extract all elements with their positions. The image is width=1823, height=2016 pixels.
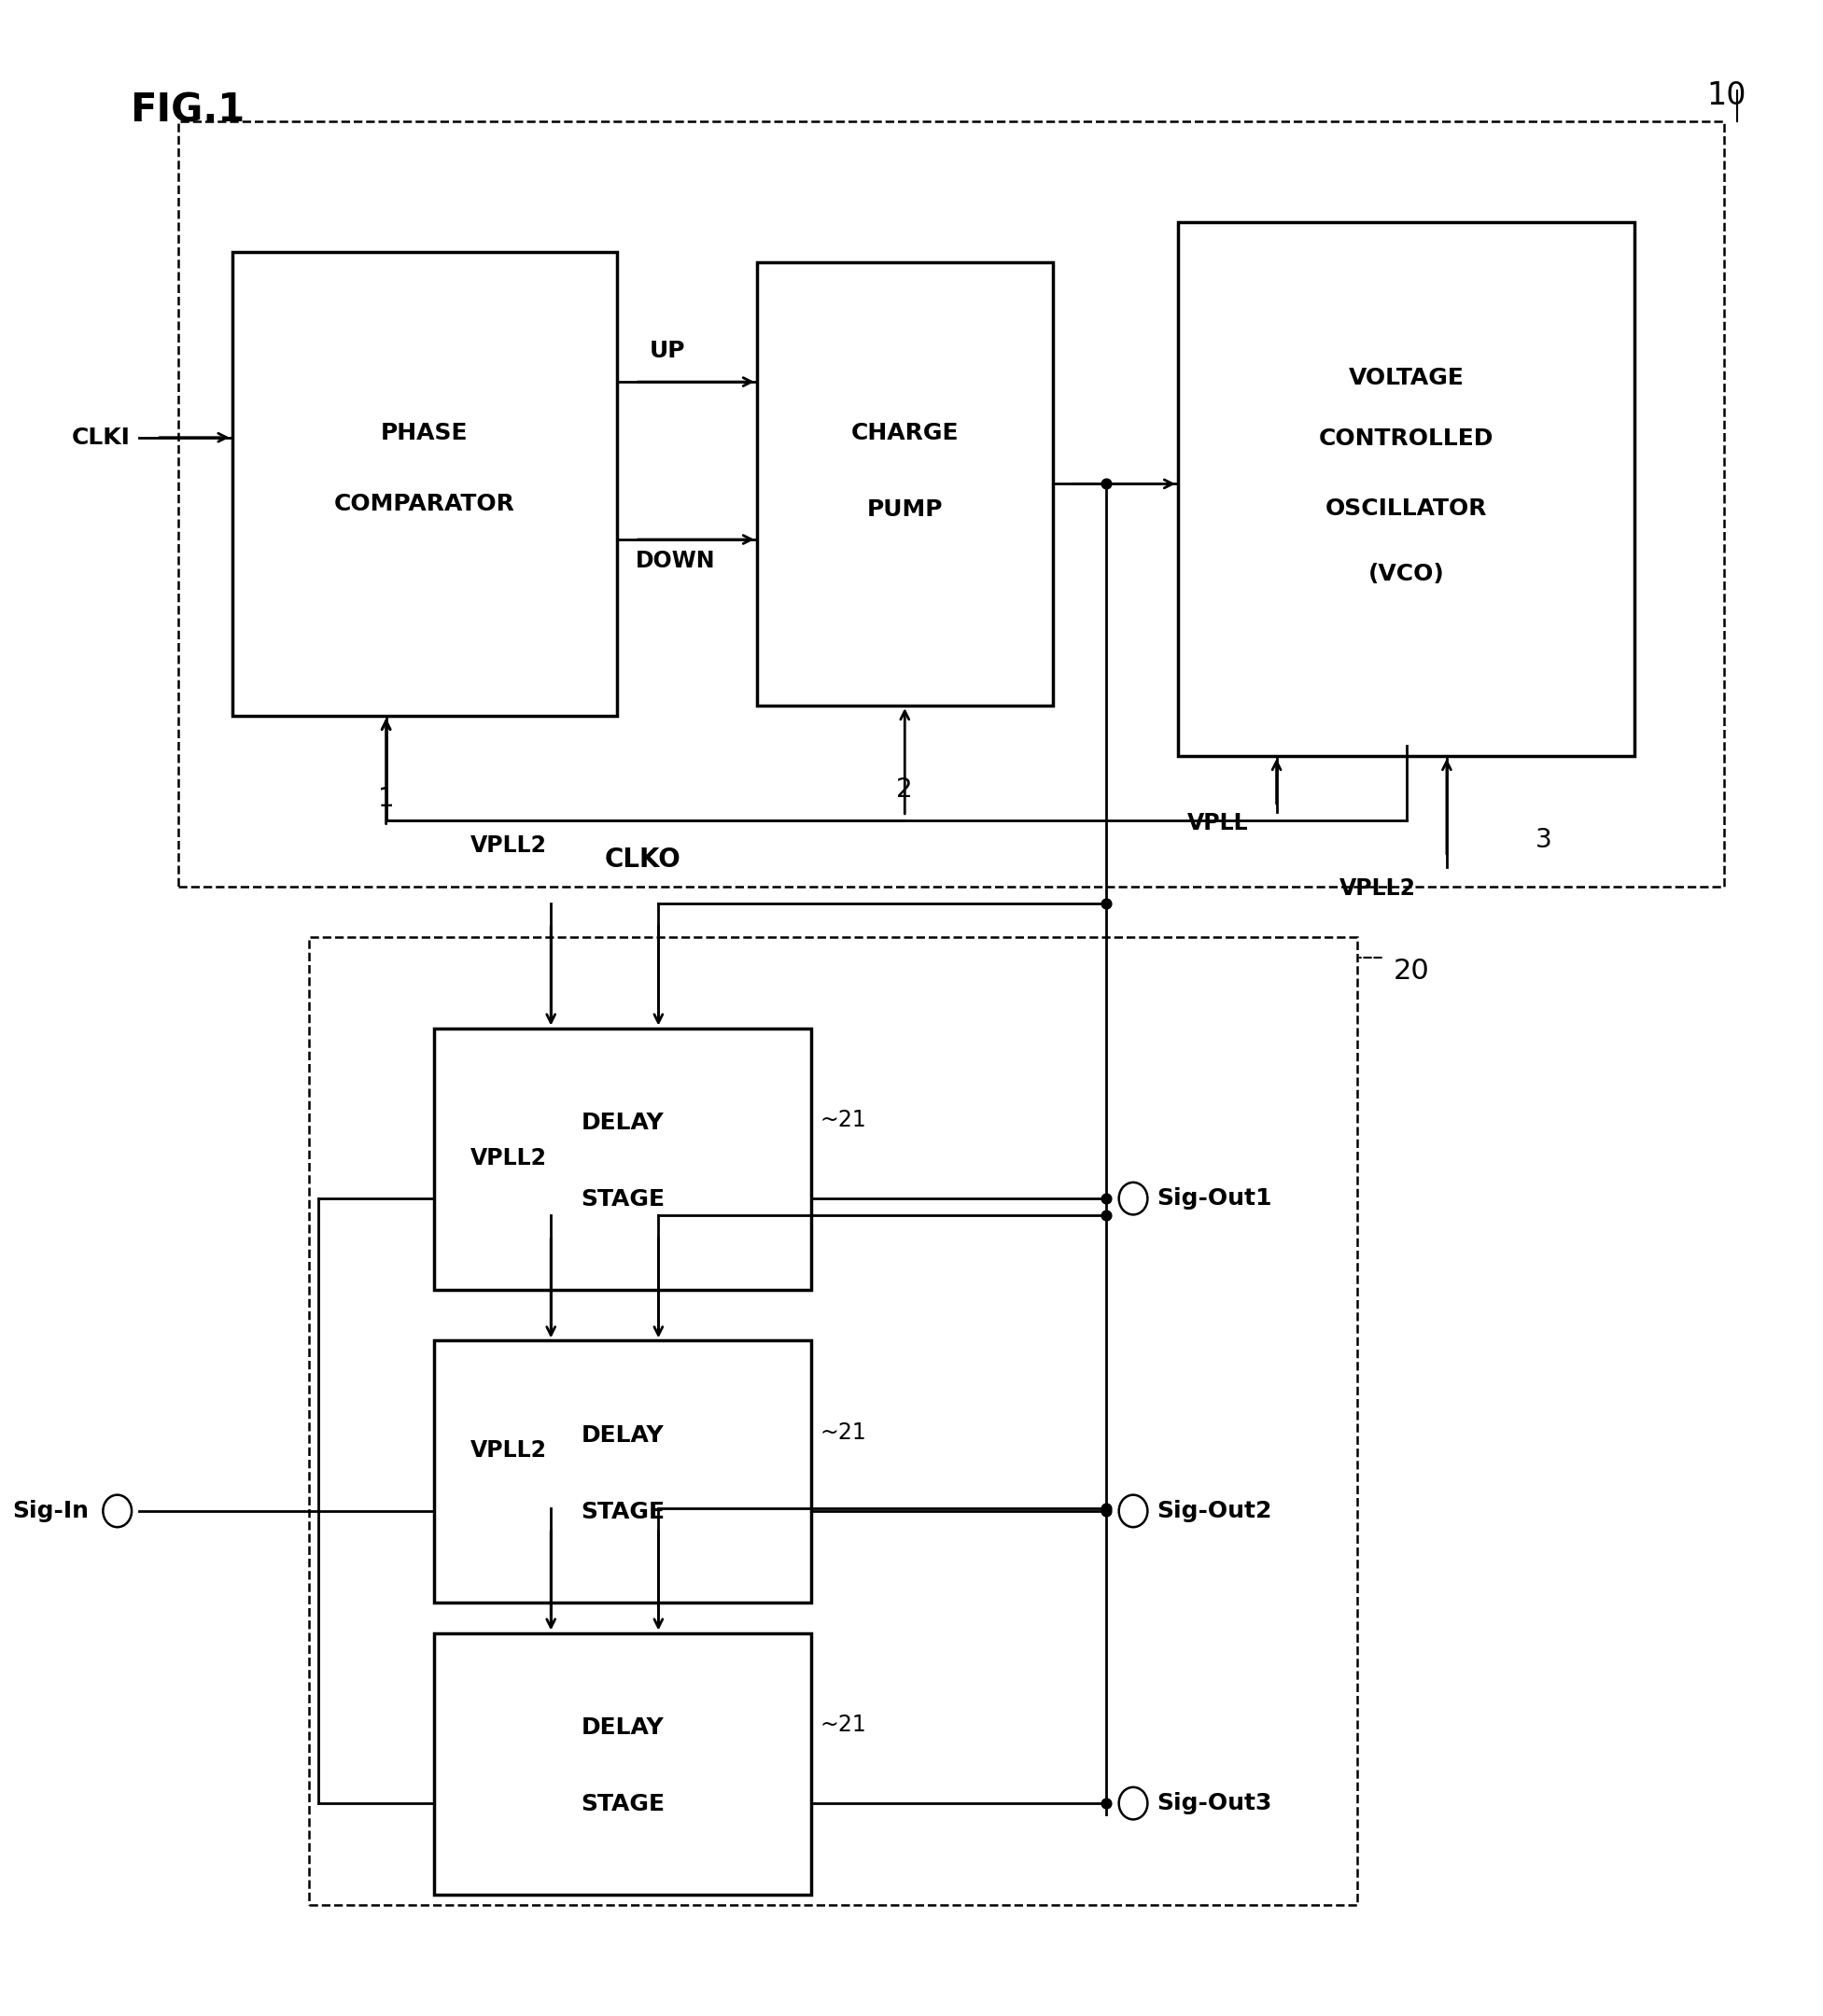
Text: Sig-Out3: Sig-Out3: [1156, 1792, 1272, 1814]
Point: [1092, 1788, 1121, 1818]
Text: (VCO): (VCO): [1369, 562, 1444, 585]
Text: STAGE: STAGE: [580, 1792, 665, 1816]
Text: DELAY: DELAY: [582, 1716, 664, 1740]
Text: DOWN: DOWN: [634, 550, 715, 573]
Text: VPLL2: VPLL2: [1340, 877, 1416, 899]
Text: VPLL: VPLL: [1187, 812, 1249, 835]
Text: OSCILLATOR: OSCILLATOR: [1325, 498, 1488, 520]
FancyBboxPatch shape: [434, 1633, 811, 1895]
Text: ~21: ~21: [820, 1714, 866, 1736]
Text: CLKO: CLKO: [603, 847, 680, 873]
Text: VOLTAGE: VOLTAGE: [1349, 367, 1464, 389]
Point: [1092, 1494, 1121, 1528]
Text: DELAY: DELAY: [582, 1423, 664, 1447]
FancyBboxPatch shape: [1178, 222, 1635, 756]
FancyBboxPatch shape: [232, 252, 618, 716]
Text: CLKI: CLKI: [71, 425, 129, 450]
Text: Sig-Out2: Sig-Out2: [1156, 1500, 1272, 1522]
Text: VPLL2: VPLL2: [470, 1147, 547, 1169]
Text: 10: 10: [1706, 81, 1746, 111]
Text: STAGE: STAGE: [580, 1500, 665, 1524]
Text: 1: 1: [377, 786, 394, 812]
Text: UP: UP: [649, 339, 685, 361]
FancyBboxPatch shape: [757, 262, 1052, 706]
Text: CHARGE: CHARGE: [851, 421, 959, 446]
Point: [1092, 468, 1121, 500]
Text: FIG.1: FIG.1: [129, 91, 244, 129]
FancyBboxPatch shape: [434, 1028, 811, 1290]
Point: [1092, 887, 1121, 919]
Point: [1092, 1181, 1121, 1214]
Text: PHASE: PHASE: [381, 421, 469, 446]
FancyBboxPatch shape: [434, 1341, 811, 1603]
Text: 2: 2: [897, 776, 913, 802]
Text: ~21: ~21: [820, 1421, 866, 1443]
Text: 3: 3: [1535, 827, 1551, 853]
Point: [1092, 1200, 1121, 1232]
Text: STAGE: STAGE: [580, 1187, 665, 1212]
Text: ~21: ~21: [820, 1109, 866, 1131]
Text: DELAY: DELAY: [582, 1111, 664, 1135]
Text: VPLL2: VPLL2: [470, 835, 547, 857]
Text: 20: 20: [1393, 958, 1429, 984]
Text: VPLL2: VPLL2: [470, 1439, 547, 1462]
Text: CONTROLLED: CONTROLLED: [1320, 427, 1493, 450]
Text: Sig-In: Sig-In: [13, 1500, 89, 1522]
Text: Sig-Out1: Sig-Out1: [1156, 1187, 1272, 1210]
Text: COMPARATOR: COMPARATOR: [334, 492, 516, 516]
Text: PUMP: PUMP: [866, 498, 942, 522]
Point: [1092, 1492, 1121, 1524]
